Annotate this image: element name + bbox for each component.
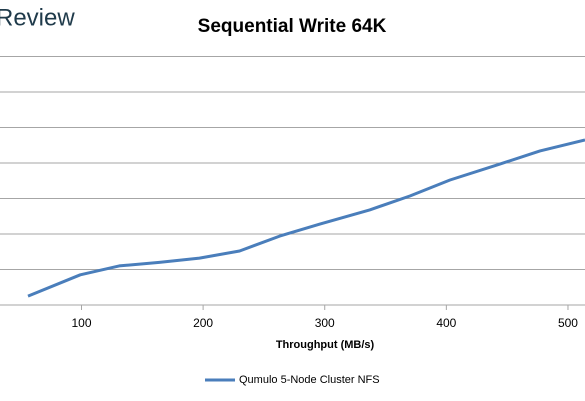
x-tick-label: 400: [436, 316, 456, 330]
x-tick-label: 200: [193, 316, 213, 330]
data-line: [27, 138, 585, 298]
legend-label: Qumulo 5-Node Cluster NFS: [239, 374, 380, 386]
x-tick-label: 300: [315, 316, 335, 330]
chart-title: Sequential Write 64K: [198, 16, 387, 37]
x-axis-label: Throughput (MB/s): [276, 339, 375, 351]
x-tick-label: 100: [71, 316, 91, 330]
x-tick-label: 500: [558, 316, 578, 330]
logo: Review: [0, 4, 75, 31]
